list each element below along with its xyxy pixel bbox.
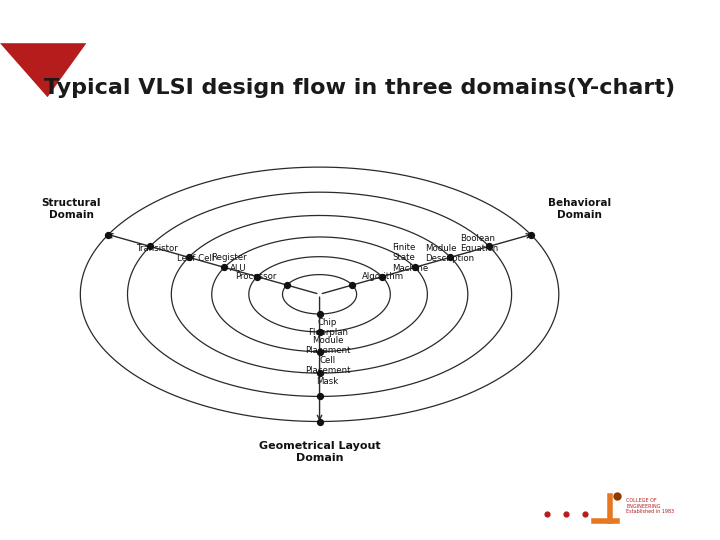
Polygon shape xyxy=(0,43,86,97)
Text: Transistor: Transistor xyxy=(137,245,179,253)
Text: COLLEGE OF
ENGINEERING
Established in 1983: COLLEGE OF ENGINEERING Established in 19… xyxy=(626,498,674,515)
Text: Structural
Domain: Structural Domain xyxy=(42,198,101,220)
Text: Module
Description: Module Description xyxy=(425,244,474,264)
Text: Boolean
Equation: Boolean Equation xyxy=(461,234,499,253)
Text: Engineered for Tomorrow: Engineered for Tomorrow xyxy=(549,15,698,28)
Point xyxy=(541,510,553,518)
Text: Processor: Processor xyxy=(235,272,276,281)
Point xyxy=(409,263,420,272)
Point xyxy=(525,230,536,239)
Point xyxy=(314,392,325,401)
Point xyxy=(611,491,622,500)
Text: Chip
Floorplan: Chip Floorplan xyxy=(307,318,348,338)
Point xyxy=(346,281,358,289)
Point xyxy=(377,272,388,281)
Text: Geometrical Layout
Domain: Geometrical Layout Domain xyxy=(258,441,380,463)
Point xyxy=(483,242,495,251)
Point xyxy=(281,281,292,289)
Point xyxy=(102,230,114,239)
Point xyxy=(183,253,194,261)
Point xyxy=(314,417,325,426)
Text: Cell
Placement: Cell Placement xyxy=(305,355,351,375)
Text: Mask: Mask xyxy=(317,377,339,386)
Text: Behavioral
Domain: Behavioral Domain xyxy=(548,198,611,220)
Point xyxy=(251,272,263,281)
Point xyxy=(314,347,325,356)
Point xyxy=(144,242,156,251)
Point xyxy=(314,369,325,377)
Text: Finite
State
Machine: Finite State Machine xyxy=(392,243,428,273)
Text: Leaf Cell: Leaf Cell xyxy=(177,254,215,264)
Point xyxy=(314,328,325,336)
Point xyxy=(560,510,572,518)
Point xyxy=(219,263,230,272)
Point xyxy=(314,309,325,318)
Text: Module
Placement: Module Placement xyxy=(305,336,351,355)
Text: Algorithm: Algorithm xyxy=(362,272,405,281)
Text: Register
ALU: Register ALU xyxy=(212,253,247,273)
Point xyxy=(445,253,456,261)
Text: Typical VLSI design flow in three domains(Y-chart): Typical VLSI design flow in three domain… xyxy=(45,78,675,98)
Point xyxy=(579,510,590,518)
